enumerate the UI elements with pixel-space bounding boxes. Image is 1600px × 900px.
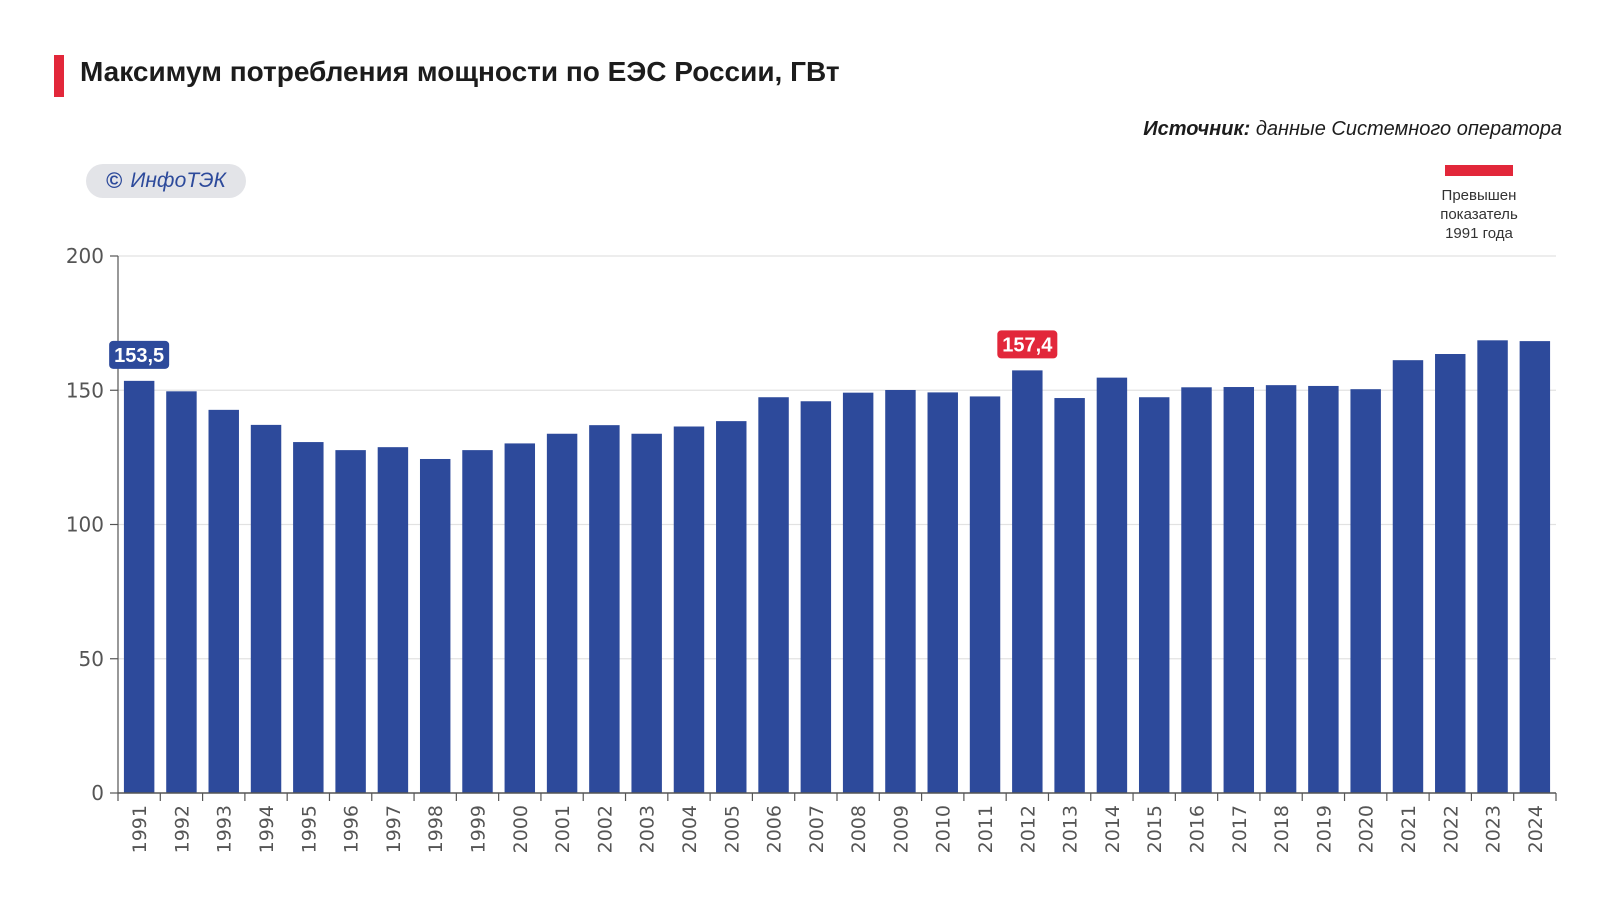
bar-1991 (123, 380, 155, 793)
bar-2008 (842, 392, 874, 793)
bar-1997 (377, 447, 409, 793)
bar-1996 (335, 450, 366, 793)
x-tick-label-2023: 2023 (1483, 805, 1505, 853)
bar-2010 (927, 392, 958, 793)
x-tick-label-1996: 1996 (341, 805, 363, 853)
bar-2007 (800, 401, 832, 793)
bar-2023 (1477, 340, 1508, 793)
y-tick-label-0: 0 (91, 781, 104, 805)
x-tick-label-1997: 1997 (383, 805, 405, 853)
x-tick-label-1991: 1991 (129, 805, 151, 853)
chart-title: Максимум потребления мощности по ЕЭС Рос… (80, 56, 840, 87)
bar-2003 (631, 433, 662, 793)
x-tick-label-2007: 2007 (806, 805, 828, 853)
x-tick-label-2016: 2016 (1187, 805, 1209, 853)
data-label-2012: 157,4 (997, 330, 1058, 359)
bar-2014 (1096, 377, 1128, 793)
x-tick-label-2017: 2017 (1229, 805, 1251, 853)
legend-swatch-red (1445, 165, 1513, 176)
bar-2020 (1350, 389, 1381, 793)
y-tick-label-150: 150 (66, 378, 104, 402)
x-tick-label-1998: 1998 (425, 805, 447, 853)
bar-2009 (885, 389, 916, 793)
data-label-box-2012 (997, 330, 1058, 359)
x-tick-label-2021: 2021 (1398, 805, 1420, 853)
bar-2006 (758, 397, 789, 793)
x-tick-label-2002: 2002 (594, 805, 616, 853)
legend: Превышен показатель 1991 года (1424, 165, 1534, 243)
bar-2011 (969, 396, 1001, 793)
data-label-text-2012: 157,4 (1002, 334, 1053, 356)
x-tick-label-2020: 2020 (1356, 805, 1378, 853)
x-tick-label-1999: 1999 (468, 805, 490, 853)
x-tick-label-2014: 2014 (1102, 805, 1124, 853)
bar-2002 (589, 425, 620, 793)
bar-2000 (504, 443, 536, 793)
x-tick-label-2000: 2000 (510, 805, 532, 853)
x-tick-label-2022: 2022 (1440, 805, 1462, 853)
x-tick-label-1992: 1992 (171, 805, 193, 853)
bar-1994 (250, 424, 282, 793)
copyright-icon: © (106, 168, 123, 193)
bar-2015 (1138, 397, 1170, 793)
x-tick-label-2024: 2024 (1525, 805, 1547, 853)
bar-2005 (716, 421, 747, 793)
bar-2017 (1223, 387, 1255, 793)
x-tick-label-1994: 1994 (256, 805, 278, 853)
x-tick-label-2001: 2001 (552, 805, 574, 853)
x-tick-label-2018: 2018 (1271, 805, 1293, 853)
watermark-text: ИнфоТЭК (130, 169, 226, 192)
x-tick-label-2003: 2003 (637, 805, 659, 853)
x-tick-label-2010: 2010 (933, 805, 955, 853)
bar-2013 (1054, 398, 1085, 793)
x-tick-label-2006: 2006 (764, 805, 786, 853)
infotek-watermark: © ИнфоТЭК (86, 164, 246, 198)
x-tick-label-2012: 2012 (1017, 805, 1039, 853)
bar-1992 (166, 391, 197, 793)
legend-line-1: Превышен (1441, 187, 1517, 204)
source-label: Источник: (1143, 118, 1251, 140)
bar-2024 (1519, 341, 1551, 793)
bar-1995 (293, 442, 324, 793)
bar-2022 (1435, 354, 1466, 793)
bar-1998 (419, 458, 451, 793)
x-tick-label-2015: 2015 (1144, 805, 1166, 853)
y-tick-label-200: 200 (66, 244, 104, 268)
bar-2019 (1308, 385, 1339, 793)
bar-2018 (1265, 385, 1297, 793)
x-tick-label-1995: 1995 (298, 805, 320, 853)
bar-2021 (1392, 360, 1424, 793)
x-tick-label-2004: 2004 (679, 805, 701, 853)
x-tick-label-2008: 2008 (848, 805, 870, 853)
bar-2012 (1012, 370, 1043, 793)
legend-line-2: показатель (1440, 206, 1518, 223)
data-label-1991: 153,5 (109, 340, 170, 369)
title-accent-bar (54, 55, 64, 97)
bar-2001 (546, 433, 578, 793)
x-tick-label-2009: 2009 (890, 805, 912, 853)
source-note: Источник: данные Системного оператора (1143, 118, 1562, 141)
x-tick-label-2005: 2005 (721, 805, 743, 853)
bar-1999 (462, 450, 493, 793)
x-tick-label-2013: 2013 (1060, 805, 1082, 853)
x-tick-label-1993: 1993 (214, 805, 236, 853)
x-tick-label-2019: 2019 (1313, 805, 1335, 853)
x-tick-label-2011: 2011 (975, 805, 997, 853)
source-text: данные Системного оператора (1255, 118, 1562, 140)
bar-1993 (208, 409, 239, 793)
bar-2004 (673, 426, 705, 793)
y-tick-label-50: 50 (79, 647, 104, 671)
bar-2016 (1181, 387, 1212, 793)
legend-line-3: 1991 года (1445, 225, 1513, 242)
data-label-box-1991 (109, 340, 170, 369)
y-tick-label-100: 100 (66, 513, 104, 537)
data-label-text-1991: 153,5 (114, 345, 164, 367)
